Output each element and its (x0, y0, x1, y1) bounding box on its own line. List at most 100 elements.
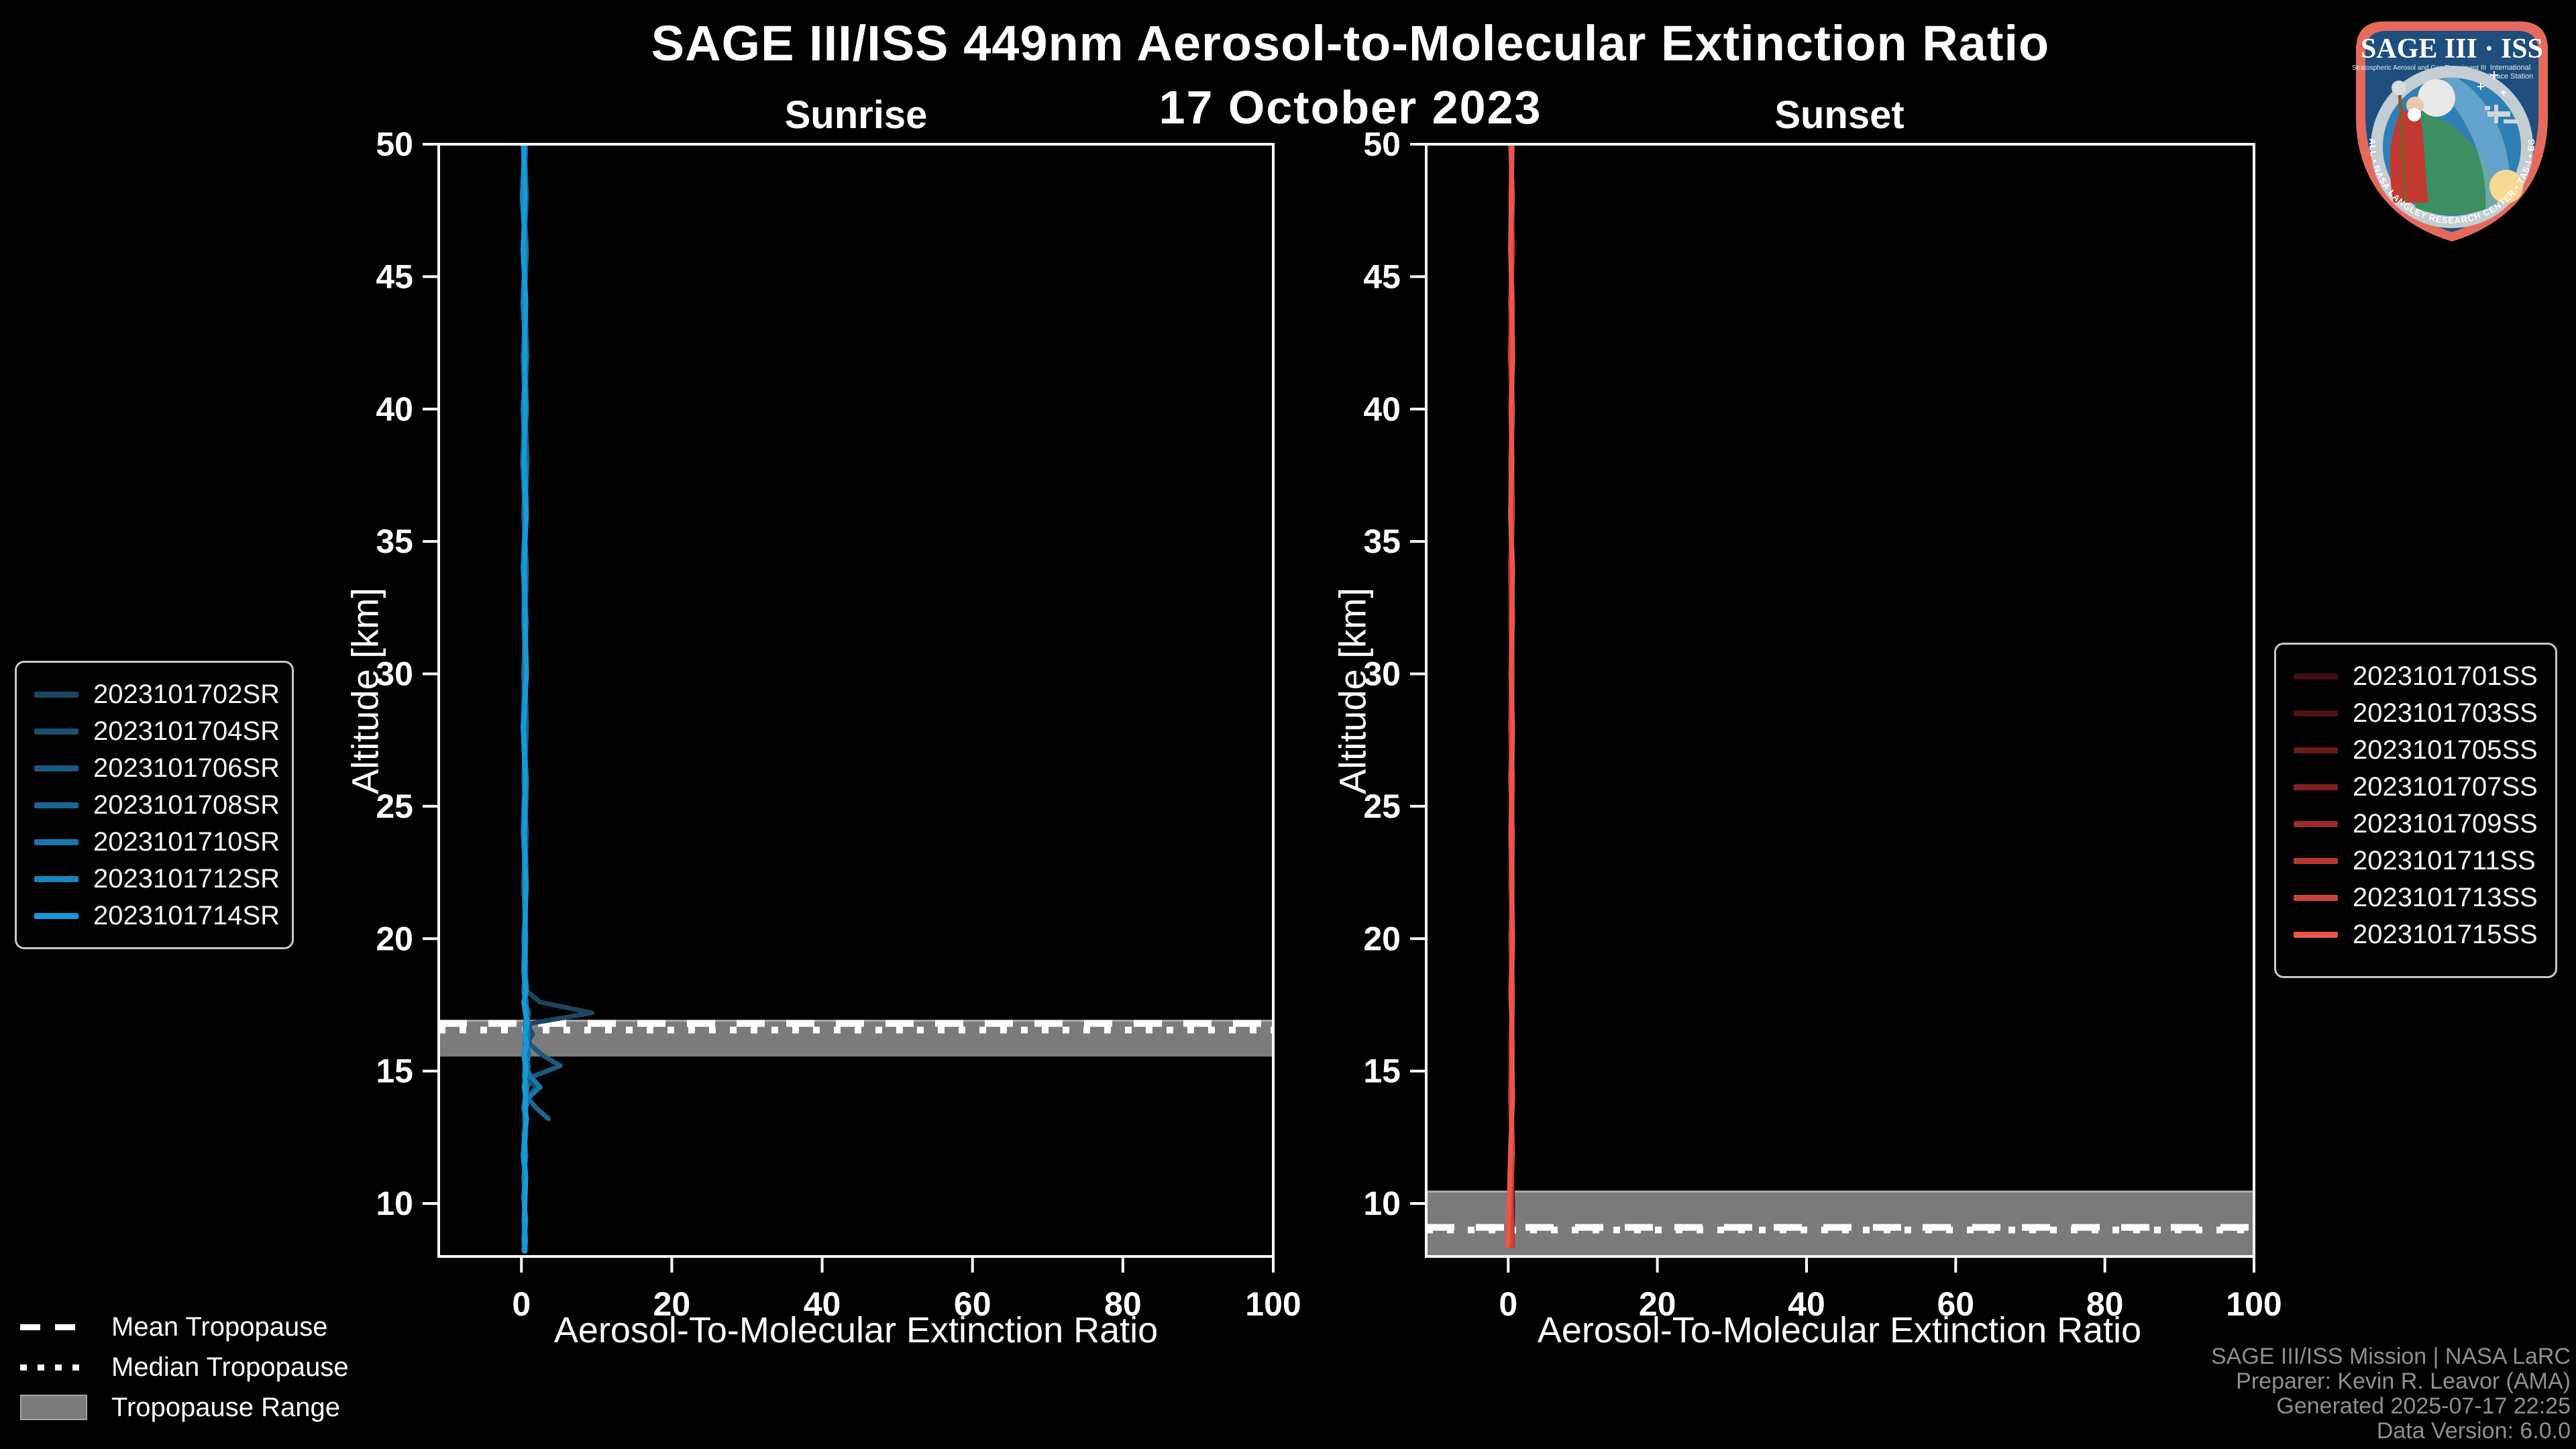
legend-item-2023101713SS: 2023101713SS (2294, 879, 2555, 916)
sunset-plot: 0 20 40 60 80 100 10 15 20 25 30 35 40 45 50 (1363, 125, 2282, 1323)
y-tick-label: 30 (376, 655, 413, 693)
logo-iss-spacecraft (2485, 105, 2518, 123)
legend-line-icon (34, 765, 78, 771)
legend-item-2023101712SR: 2023101712SR (34, 861, 292, 898)
median-tropopause-legend-item: Median Tropopause (20, 1347, 349, 1387)
sunrise-plot: 0 20 40 60 80 100 10 15 20 25 30 35 40 45 50 (376, 125, 1301, 1323)
legend-item-label: 2023101709SS (2353, 809, 2538, 839)
x-tick-label: 20 (653, 1285, 691, 1323)
tropopause-legend: Mean Tropopause Median Tropopause Tropop… (20, 1307, 349, 1428)
date-subtitle: 17 October 2023 (1159, 81, 1542, 133)
y-tick-label: 45 (376, 258, 413, 295)
legend-line-icon (34, 876, 78, 882)
legend-item-2023101709SS: 2023101709SS (2294, 806, 2555, 843)
legend-item-2023101711SS: 2023101711SS (2294, 843, 2555, 879)
data-version: Data Version: 6.0.0 (2376, 1418, 2571, 1444)
y-tick-label: 50 (1363, 125, 1401, 163)
x-tick-label: 100 (1245, 1285, 1301, 1323)
legend-item-2023101708SR: 2023101708SR (34, 787, 292, 824)
legend-item-2023101707SS: 2023101707SS (2294, 769, 2555, 806)
legend-item-label: 2023101708SR (93, 790, 280, 820)
legend-line-icon (2294, 895, 2338, 901)
y-tick-label: 15 (376, 1053, 413, 1090)
profile-2023101715SS (1505, 144, 1515, 1248)
legend-item-2023101704SR: 2023101704SR (34, 713, 292, 750)
y-tick-label: 35 (376, 523, 413, 560)
legend-item-label: 2023101712SR (93, 864, 280, 894)
logo-sun (2489, 170, 2523, 203)
legend-line-icon (2294, 674, 2338, 680)
logo-scan-beam (2428, 76, 2510, 211)
sunset-event-legend: 2023101701SS 2023101703SS 2023101705SS 2023… (2274, 643, 2557, 978)
legend-line-icon (34, 802, 78, 808)
y-tick-label: 10 (376, 1185, 413, 1222)
axes-box (1425, 143, 2255, 1258)
logo-sage-subtitle: Stratospheric Aerosol and Gas Experiment… (2352, 64, 2486, 72)
legend-line-icon (2294, 784, 2338, 790)
tropopause-range-legend-item: Tropopause Range (20, 1387, 349, 1428)
x-tick-label: 80 (2086, 1285, 2124, 1323)
sunrise-panel-title: Sunrise (784, 93, 928, 137)
x-tick-label: 0 (512, 1285, 531, 1323)
preparer-credit: Preparer: Kevin R. Leavor (AMA) (2236, 1368, 2571, 1394)
y-tick-label: 20 (1363, 920, 1401, 957)
legend-item-2023101702SR: 2023101702SR (34, 676, 292, 713)
x-tick-label: 100 (2226, 1285, 2282, 1323)
logo-stars (2477, 71, 2506, 95)
x-tick-label: 40 (804, 1285, 841, 1323)
legend-item-2023101714SR: 2023101714SR (34, 898, 292, 934)
y-tick-label: 30 (1363, 655, 1401, 693)
sunrise-event-legend: 2023101702SR 2023101704SR 2023101706SR 2023… (15, 661, 294, 949)
legend-line-icon (2294, 747, 2338, 753)
y-tick-label: 45 (1363, 258, 1401, 295)
x-tick-label: 80 (1104, 1285, 1142, 1323)
logo-earth-landmass (2415, 110, 2499, 215)
y-tick-label: 10 (1363, 1185, 1401, 1222)
mean-tropopause-label: Mean Tropopause (111, 1311, 328, 1342)
legend-item-label: 2023101707SS (2353, 772, 2538, 802)
tropopause-range-label: Tropopause Range (111, 1392, 340, 1422)
mean-tropopause-dash-icon (20, 1324, 87, 1330)
legend-item-label: 2023101715SS (2353, 920, 2538, 949)
legend-item-label: 2023101705SS (2353, 735, 2538, 765)
legend-item-label: 2023101706SR (93, 753, 280, 783)
logo-iss-subtitle-line1: International (2490, 64, 2531, 72)
sunset-panel-title: Sunset (1774, 93, 1904, 137)
mean-tropopause-legend-item: Mean Tropopause (20, 1307, 349, 1347)
legend-line-icon (34, 913, 78, 919)
legend-item-label: 2023101713SS (2353, 883, 2538, 912)
legend-item-2023101703SS: 2023101703SS (2294, 695, 2555, 732)
legend-item-2023101701SS: 2023101701SS (2294, 658, 2555, 695)
y-tick-label: 50 (376, 125, 413, 163)
legend-item-label: 2023101701SS (2353, 661, 2538, 691)
tropopause-range-swatch-icon (20, 1395, 87, 1420)
legend-line-icon (34, 729, 78, 735)
legend-line-icon (34, 839, 78, 845)
profile-2023101714SR (521, 144, 530, 1254)
y-tick-label: 25 (1363, 788, 1401, 825)
x-tick-label: 60 (1937, 1285, 1975, 1323)
legend-item-label: 2023101704SR (93, 716, 280, 746)
legend-item-2023101710SR: 2023101710SR (34, 824, 292, 861)
sunset-x-axis-label: Aerosol-To-Molecular Extinction Ratio (1537, 1310, 2142, 1350)
legend-item-label: 2023101711SS (2353, 846, 2536, 875)
logo-title: SAGE III · ISS (2361, 34, 2543, 64)
x-tick-label: 0 (1499, 1285, 1517, 1323)
legend-line-icon (34, 692, 78, 698)
legend-item-label: 2023101702SR (93, 680, 280, 709)
attribution-block: SAGE III/ISS Mission | NASA LaRC Prepare… (2211, 1344, 2571, 1444)
logo-iss-subtitle-line2: Space Station (2487, 72, 2534, 80)
y-tick-label: 25 (376, 788, 413, 825)
y-tick-label: 20 (376, 920, 413, 957)
sage-iii-iss-mission-logo: SAGE III · ISS Stratospheric Aerosol and… (2331, 1, 2548, 241)
legend-line-icon (2294, 932, 2338, 938)
legend-line-icon (2294, 710, 2338, 716)
legend-item-label: 2023101703SS (2353, 698, 2538, 728)
legend-line-icon (2294, 821, 2338, 827)
legend-item-2023101706SR: 2023101706SR (34, 750, 292, 787)
y-tick-label: 15 (1363, 1053, 1401, 1090)
legend-item-2023101705SS: 2023101705SS (2294, 732, 2555, 769)
legend-item-label: 2023101714SR (93, 901, 280, 930)
x-tick-label: 60 (954, 1285, 991, 1323)
